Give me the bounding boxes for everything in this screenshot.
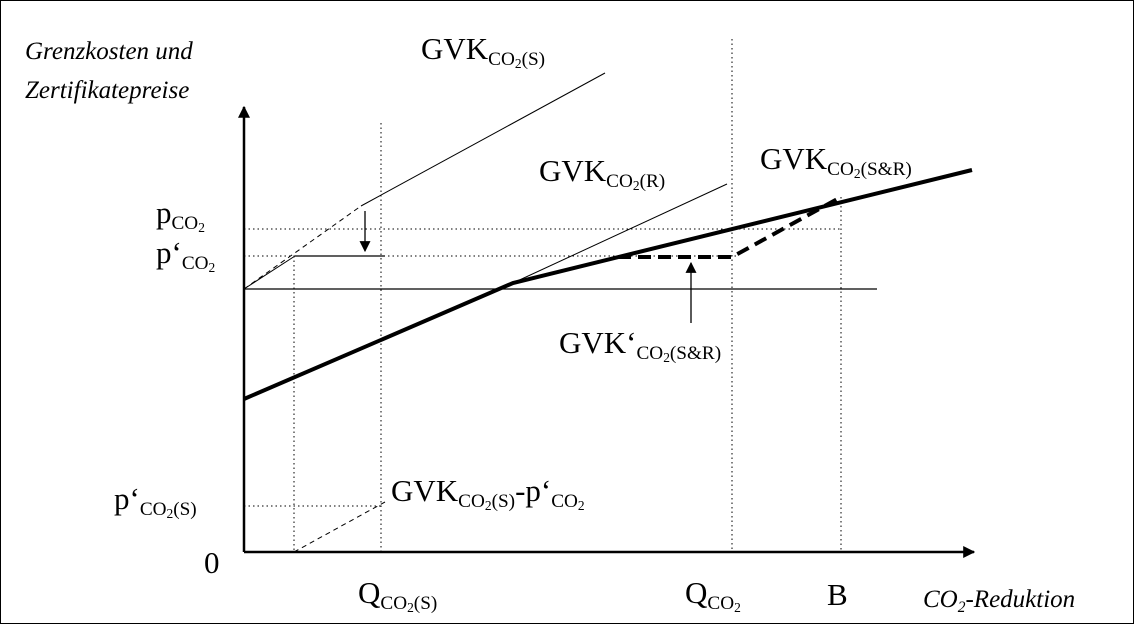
label-p-prime-co2-s: p‘CO2(S)	[114, 481, 197, 522]
label-gvk-r: GVKCO2(R)	[539, 153, 666, 194]
label-gvk-s: GVKCO2(S)	[421, 31, 546, 72]
label-gvk-s-minus: GVKCO2(S)-p‘CO2	[391, 473, 585, 514]
label-gvk-sr: GVKCO2(S&R)	[760, 141, 912, 182]
curve-shift-left	[243, 255, 296, 290]
label-b: B	[827, 577, 848, 612]
y-axis-label-line2: Zertifikatepreise	[25, 77, 190, 104]
curve-gvk-sr	[243, 168, 973, 401]
curve-gvk-s-dashed	[243, 205, 362, 290]
y-axis-label-line1: Grenzkosten und	[25, 38, 193, 65]
label-p-prime-co2: p‘CO2	[156, 235, 216, 276]
label-p-co2: pCO2	[156, 195, 205, 236]
curve-gvk-s	[360, 72, 606, 207]
label-q-co2: QCO2	[685, 575, 741, 616]
curve-gvk-r	[512, 183, 728, 284]
label-gvk-sr-prime: GVK‘CO2(S&R)	[559, 325, 722, 366]
x-axis-label: CO2-Reduktion	[923, 586, 1076, 616]
origin-label: 0	[204, 545, 220, 580]
curve-gvk-s-minus	[293, 501, 386, 553]
label-q-co2-s: QCO2(S)	[358, 575, 438, 616]
